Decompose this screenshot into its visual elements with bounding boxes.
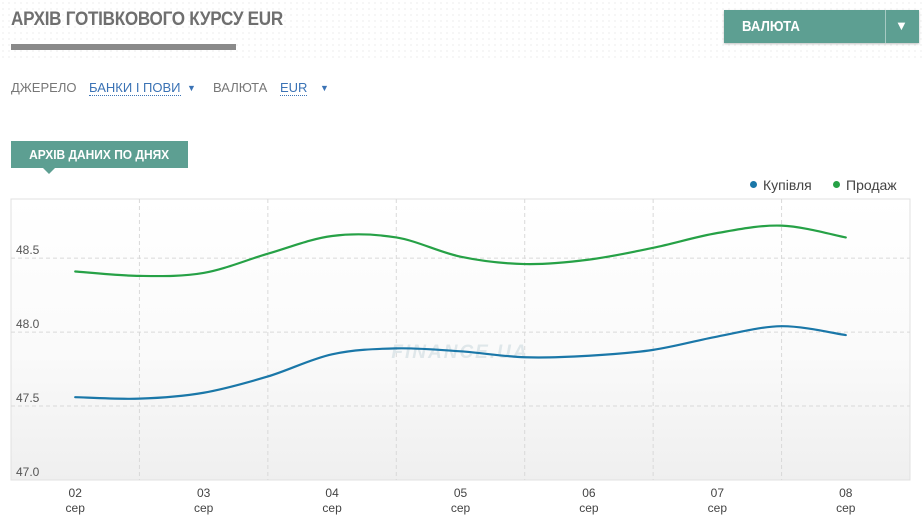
legend-label-buy: Купівля xyxy=(763,177,812,193)
data-point-buy[interactable] xyxy=(777,321,787,331)
y-tick-label: 48.5 xyxy=(16,243,40,257)
x-tick-label-month: сер xyxy=(451,501,471,515)
x-tick-label-month: сер xyxy=(579,501,599,515)
data-point-buy[interactable] xyxy=(584,351,594,361)
x-tick-label-day: 06 xyxy=(582,486,596,500)
data-point-sell[interactable] xyxy=(134,271,144,281)
currency-dropdown-label: ВАЛЮТА xyxy=(742,18,800,35)
x-tick-label-day: 04 xyxy=(325,486,339,500)
series-line-sell xyxy=(74,224,847,278)
y-tick-label: 47.5 xyxy=(16,391,40,405)
data-point-buy[interactable] xyxy=(199,388,209,398)
data-point-sell[interactable] xyxy=(327,231,337,241)
title-underline xyxy=(11,44,236,50)
currency-select[interactable]: EUR xyxy=(280,80,308,96)
data-point-sell[interactable] xyxy=(777,221,787,231)
source-select[interactable]: БАНКИ І ПОВИ xyxy=(89,80,181,96)
data-point-buy[interactable] xyxy=(263,371,273,381)
legend-label-sell: Продаж xyxy=(846,177,897,193)
chart-grid xyxy=(11,199,910,480)
data-point-sell[interactable] xyxy=(70,266,80,276)
y-tick-label: 47.0 xyxy=(16,465,40,479)
legend-item-buy[interactable]: Купівля xyxy=(750,177,812,193)
y-tick-label: 48.0 xyxy=(16,317,40,331)
data-point-buy[interactable] xyxy=(841,330,851,340)
data-point-sell[interactable] xyxy=(648,243,658,253)
currency-dropdown-button[interactable]: ВАЛЮТА ▼ xyxy=(724,10,919,43)
series-lines xyxy=(70,221,851,404)
x-tick-label-month: сер xyxy=(708,501,728,515)
currency-chevron-down-icon[interactable]: ▼ xyxy=(320,83,329,93)
data-point-sell[interactable] xyxy=(841,232,851,242)
x-tick-label-day: 02 xyxy=(69,486,83,500)
data-point-sell[interactable] xyxy=(391,232,401,242)
data-point-sell[interactable] xyxy=(584,255,594,265)
x-tick-label-month: сер xyxy=(66,501,86,515)
data-point-sell[interactable] xyxy=(712,228,722,238)
data-point-sell[interactable] xyxy=(520,259,530,269)
section-tab-daily-archive[interactable]: АРХІВ ДАНИХ ПО ДНЯХ xyxy=(11,141,188,174)
data-point-buy[interactable] xyxy=(134,394,144,404)
data-point-buy[interactable] xyxy=(648,345,658,355)
data-point-buy[interactable] xyxy=(327,349,337,359)
x-tick-label-month: сер xyxy=(836,501,856,515)
source-chevron-down-icon[interactable]: ▼ xyxy=(187,83,196,93)
dropdown-separator xyxy=(885,10,886,43)
plot-area xyxy=(10,198,911,481)
x-tick-label-day: 05 xyxy=(454,486,468,500)
legend-dot-sell-icon xyxy=(833,181,840,188)
data-point-buy[interactable] xyxy=(456,346,466,356)
data-point-sell[interactable] xyxy=(199,268,209,278)
data-point-buy[interactable] xyxy=(520,352,530,362)
x-tick-label-day: 07 xyxy=(711,486,725,500)
data-point-sell[interactable] xyxy=(263,249,273,259)
source-label: ДЖЕРЕЛО xyxy=(11,80,77,95)
currency-label: ВАЛЮТА xyxy=(213,80,268,95)
legend-dot-buy-icon xyxy=(750,181,757,188)
section-tab-label: АРХІВ ДАНИХ ПО ДНЯХ xyxy=(29,147,170,162)
page-title: АРХІВ ГОТІВКОВОГО КУРСУ EUR xyxy=(11,9,283,30)
data-point-buy[interactable] xyxy=(712,332,722,342)
data-point-buy[interactable] xyxy=(70,392,80,402)
watermark-text: FINANCE.UA xyxy=(391,342,528,363)
data-point-buy[interactable] xyxy=(391,343,401,353)
series-line-buy xyxy=(74,325,847,400)
chevron-down-icon: ▼ xyxy=(895,18,908,33)
data-point-sell[interactable] xyxy=(456,252,466,262)
legend-item-sell[interactable]: Продаж xyxy=(833,177,897,193)
x-tick-label-month: сер xyxy=(194,501,214,515)
y-axis-labels: 47.0 47.5 48.0 48.5 xyxy=(16,243,40,479)
x-tick-label-month: сер xyxy=(322,501,342,515)
x-tick-label-day: 08 xyxy=(839,486,853,500)
x-tick-label-day: 03 xyxy=(197,486,211,500)
